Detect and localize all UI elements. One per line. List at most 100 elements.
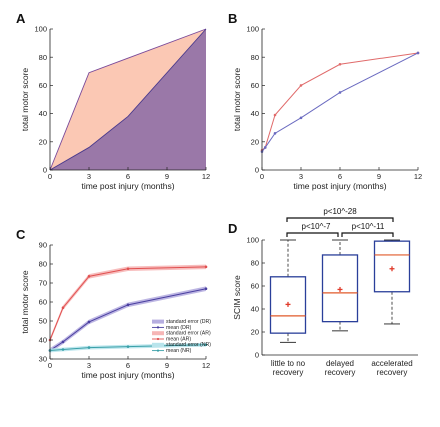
y-tick-label: 80: [251, 53, 259, 62]
x-tick-label: 12: [202, 172, 210, 181]
category-label: little to no recovery: [271, 359, 306, 377]
p-value-annotation: p<10^-7: [302, 222, 331, 231]
data-point: [416, 51, 420, 55]
y-tick-label: 100: [246, 236, 259, 245]
area-outline-0: [49, 28, 207, 171]
legend-swatch: [152, 342, 164, 347]
panel-letter: B: [228, 11, 237, 26]
y-tick-label: 100: [34, 25, 47, 34]
y-tick-label: 20: [251, 328, 259, 337]
y-tick-label: 60: [39, 81, 47, 90]
line-series-1: [261, 52, 419, 152]
y-tick-label: 80: [251, 259, 259, 268]
data-point: [273, 113, 277, 117]
legend: standard error (DR)mean (DR)standard err…: [152, 319, 211, 354]
y-axis-label: total motor score: [20, 270, 30, 334]
y-tick-label: 0: [255, 351, 259, 360]
legend-marker: [156, 349, 160, 352]
data-point: [273, 132, 277, 135]
legend-entry: standard error (AR): [166, 331, 211, 337]
legend-marker: [156, 337, 160, 341]
data-point: [126, 345, 130, 348]
y-tick-label: 50: [39, 317, 47, 326]
data-point: [87, 275, 91, 278]
y-tick-label: 0: [43, 166, 47, 175]
panel-letter: C: [16, 227, 26, 242]
category-label-line: recovery: [273, 368, 304, 377]
data-point: [61, 306, 65, 310]
legend-swatch: [152, 319, 164, 324]
x-tick-label: 0: [260, 172, 264, 181]
line-series-0: [261, 52, 419, 151]
data-point: [61, 348, 65, 351]
data-point: [338, 62, 342, 66]
area-outline-1: [49, 28, 207, 171]
y-axis-label: SCIM score: [232, 275, 242, 320]
legend-swatch: [152, 331, 164, 336]
x-tick-label: 6: [126, 172, 130, 181]
y-tick-label: 40: [251, 305, 259, 314]
data-point: [338, 91, 342, 94]
legend-entry: mean (DR): [166, 325, 192, 331]
y-tick-label: 90: [39, 241, 47, 250]
x-tick-label: 9: [165, 172, 169, 181]
data-point: [204, 287, 208, 291]
y-axis-label: total motor score: [20, 68, 30, 132]
x-tick-label: 6: [126, 361, 130, 370]
legend-entry: standard error (DR): [166, 319, 211, 325]
y-tick-label: 40: [39, 109, 47, 118]
x-tick-label: 6: [338, 172, 342, 181]
x-tick-label: 3: [299, 172, 303, 181]
y-tick-label: 40: [251, 109, 259, 118]
y-tick-label: 60: [251, 282, 259, 291]
x-tick-label: 3: [87, 172, 91, 181]
data-point: [87, 346, 91, 349]
bracket-left: [286, 232, 339, 237]
area-series-1: [50, 29, 206, 170]
data-point: [299, 116, 303, 120]
legend-entry: mean (NR): [166, 348, 192, 354]
y-tick-label: 60: [251, 81, 259, 90]
y-axis-label: total motor score: [232, 68, 242, 132]
data-point: [61, 340, 65, 344]
data-point: [126, 267, 130, 271]
x-tick-label: 0: [48, 361, 52, 370]
x-tick-label: 9: [377, 172, 381, 181]
category-label-line: little to no: [271, 359, 306, 368]
p-value-annotation: p<10^-11: [352, 222, 385, 231]
y-tick-label: 100: [246, 25, 259, 34]
category-label-line: recovery: [325, 368, 356, 377]
box: [373, 240, 411, 293]
panel-letter: A: [16, 11, 26, 26]
box: [321, 254, 359, 323]
data-point: [299, 84, 303, 87]
legend-entry: standard error (NR): [166, 342, 211, 348]
y-tick-label: 80: [39, 260, 47, 269]
y-tick-label: 20: [39, 137, 47, 146]
category-label: delayed recovery: [325, 359, 356, 377]
y-tick-label: 40: [39, 336, 47, 345]
legend-marker: [156, 326, 160, 329]
y-tick-label: 0: [255, 166, 259, 175]
data-point: [263, 146, 267, 149]
category-label: accelerated recovery: [371, 359, 412, 377]
panel-b: [260, 51, 420, 153]
p-value-annotation: p<10^-28: [323, 207, 357, 216]
panel-letter: D: [228, 221, 237, 236]
x-tick-label: 9: [165, 361, 169, 370]
y-tick-label: 20: [251, 137, 259, 146]
panel-a: [49, 28, 207, 171]
x-tick-label: 12: [202, 361, 210, 370]
x-tick-label: 3: [87, 361, 91, 370]
x-tick-label: 0: [48, 172, 52, 181]
legend-entry: mean (AR): [166, 336, 191, 342]
x-tick-label: 12: [414, 172, 422, 181]
data-point: [87, 320, 91, 324]
data-point: [204, 265, 208, 269]
x-axis-label: time post injury (months): [81, 181, 174, 191]
panel-c: [48, 264, 208, 353]
y-tick-label: 70: [39, 279, 47, 288]
significance-brackets: p<10^-28 p<10^-7 p<10^-11: [286, 207, 394, 237]
bracket-right: [341, 232, 394, 237]
